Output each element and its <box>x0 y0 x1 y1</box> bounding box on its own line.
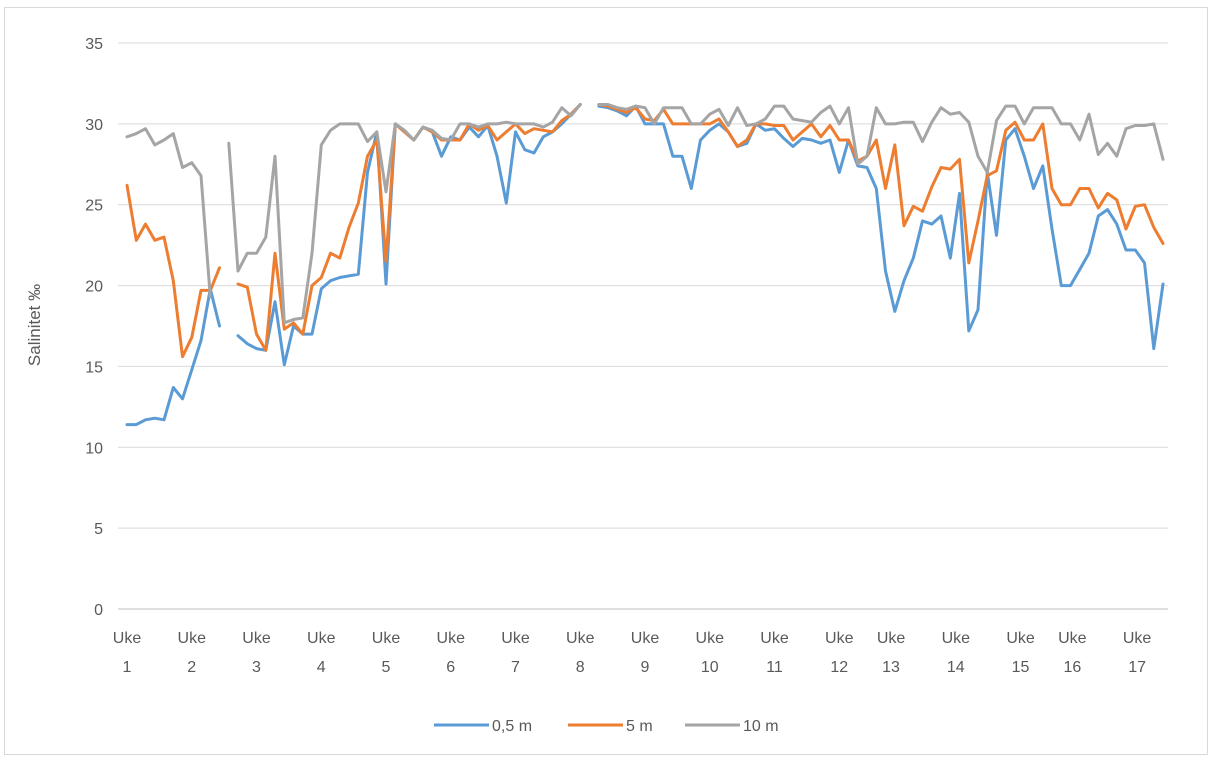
x-tick-label-line2: 3 <box>252 659 261 676</box>
x-tick-label: Uke 4 <box>307 630 336 676</box>
x-tick-label: Uke 11 <box>760 630 789 676</box>
x-tick-label-line1: Uke <box>631 630 660 647</box>
series-line-2 <box>125 103 1165 359</box>
x-tick-label: Uke 10 <box>696 630 725 676</box>
x-tick-label-line2: 10 <box>701 659 719 676</box>
x-tick-label-line2: 13 <box>882 659 900 676</box>
y-tick-label: 30 <box>85 117 103 134</box>
x-tick-label-line2: 17 <box>1128 659 1146 676</box>
x-tick-label-line1: Uke <box>825 630 854 647</box>
x-tick-label-line1: Uke <box>1058 630 1087 647</box>
legend: 0,5 m 5 m 10 m <box>434 718 779 735</box>
x-tick-label: Uke 13 <box>877 630 906 676</box>
y-tick-label: 15 <box>85 359 103 376</box>
x-tick-label-line2: 9 <box>641 659 650 676</box>
x-tick-label-line1: Uke <box>372 630 401 647</box>
y-tick-label: 20 <box>85 279 103 296</box>
legend-entry: 5 m <box>568 718 653 735</box>
x-tick-label-line1: Uke <box>1123 630 1152 647</box>
x-tick-label: Uke 5 <box>372 630 401 676</box>
x-tick-label-line2: 16 <box>1063 659 1081 676</box>
x-tick-label-line1: Uke <box>760 630 789 647</box>
x-tick-label-line1: Uke <box>242 630 271 647</box>
y-axis-title: Salinitet ‰ <box>25 284 44 366</box>
x-tick-label: Uke 9 <box>631 630 660 676</box>
x-tick-label-line1: Uke <box>437 630 466 647</box>
x-tick-label-line1: Uke <box>877 630 906 647</box>
x-tick-label-line1: Uke <box>566 630 595 647</box>
legend-entry: 10 m <box>685 718 779 735</box>
x-tick-label-line2: 2 <box>187 659 196 676</box>
x-tick-label-line2: 12 <box>830 659 848 676</box>
x-tick-label-line2: 8 <box>576 659 585 676</box>
x-tick-label-line2: 6 <box>446 659 455 676</box>
x-axis-ticks: Uke 1 Uke 2 Uke 3 Uke 4 Uke 5 Uke 6 Uke 7 Uke 8 Uke 9 Uke 1… <box>113 630 1152 676</box>
y-tick-label: 5 <box>94 521 103 538</box>
x-tick-label-line2: 7 <box>511 659 520 676</box>
y-tick-label: 35 <box>85 36 103 53</box>
x-tick-label-line2: 1 <box>123 659 132 676</box>
legend-label: 10 m <box>743 718 779 735</box>
chart-area <box>4 7 1208 755</box>
x-tick-label: Uke 12 <box>825 630 854 676</box>
x-tick-label: Uke 7 <box>501 630 530 676</box>
x-tick-label-line1: Uke <box>501 630 530 647</box>
x-tick-label-line1: Uke <box>307 630 336 647</box>
x-tick-label: Uke 16 <box>1058 630 1087 676</box>
x-tick-label-line1: Uke <box>178 630 207 647</box>
y-axis-ticks: 0 5 10 15 20 25 30 35 <box>85 36 103 619</box>
x-tick-label: Uke 8 <box>566 630 595 676</box>
x-tick-label: Uke 17 <box>1123 630 1152 676</box>
x-tick-label: Uke 15 <box>1006 630 1035 676</box>
y-tick-label: 10 <box>85 440 103 457</box>
x-tick-label: Uke 1 <box>113 630 142 676</box>
x-tick-label-line1: Uke <box>942 630 971 647</box>
x-tick-label-line1: Uke <box>113 630 142 647</box>
x-tick-label: Uke 2 <box>178 630 207 676</box>
legend-label: 5 m <box>626 718 653 735</box>
x-tick-label-line2: 14 <box>947 659 965 676</box>
x-tick-label-line1: Uke <box>1006 630 1035 647</box>
legend-entry: 0,5 m <box>434 718 532 735</box>
x-tick-label-line2: 4 <box>317 659 326 676</box>
x-tick-label-line2: 11 <box>766 659 783 676</box>
x-tick-label-line1: Uke <box>696 630 725 647</box>
x-tick-label: Uke 6 <box>437 630 466 676</box>
y-tick-label: 0 <box>94 602 103 619</box>
x-tick-label-line2: 5 <box>382 659 391 676</box>
series-line-3 <box>125 103 1165 325</box>
legend-label: 0,5 m <box>492 718 532 735</box>
y-tick-label: 25 <box>85 198 103 215</box>
x-tick-label: Uke 14 <box>942 630 971 676</box>
series-lines <box>125 103 1165 427</box>
x-tick-label: Uke 3 <box>242 630 271 676</box>
x-tick-label-line2: 15 <box>1012 659 1030 676</box>
